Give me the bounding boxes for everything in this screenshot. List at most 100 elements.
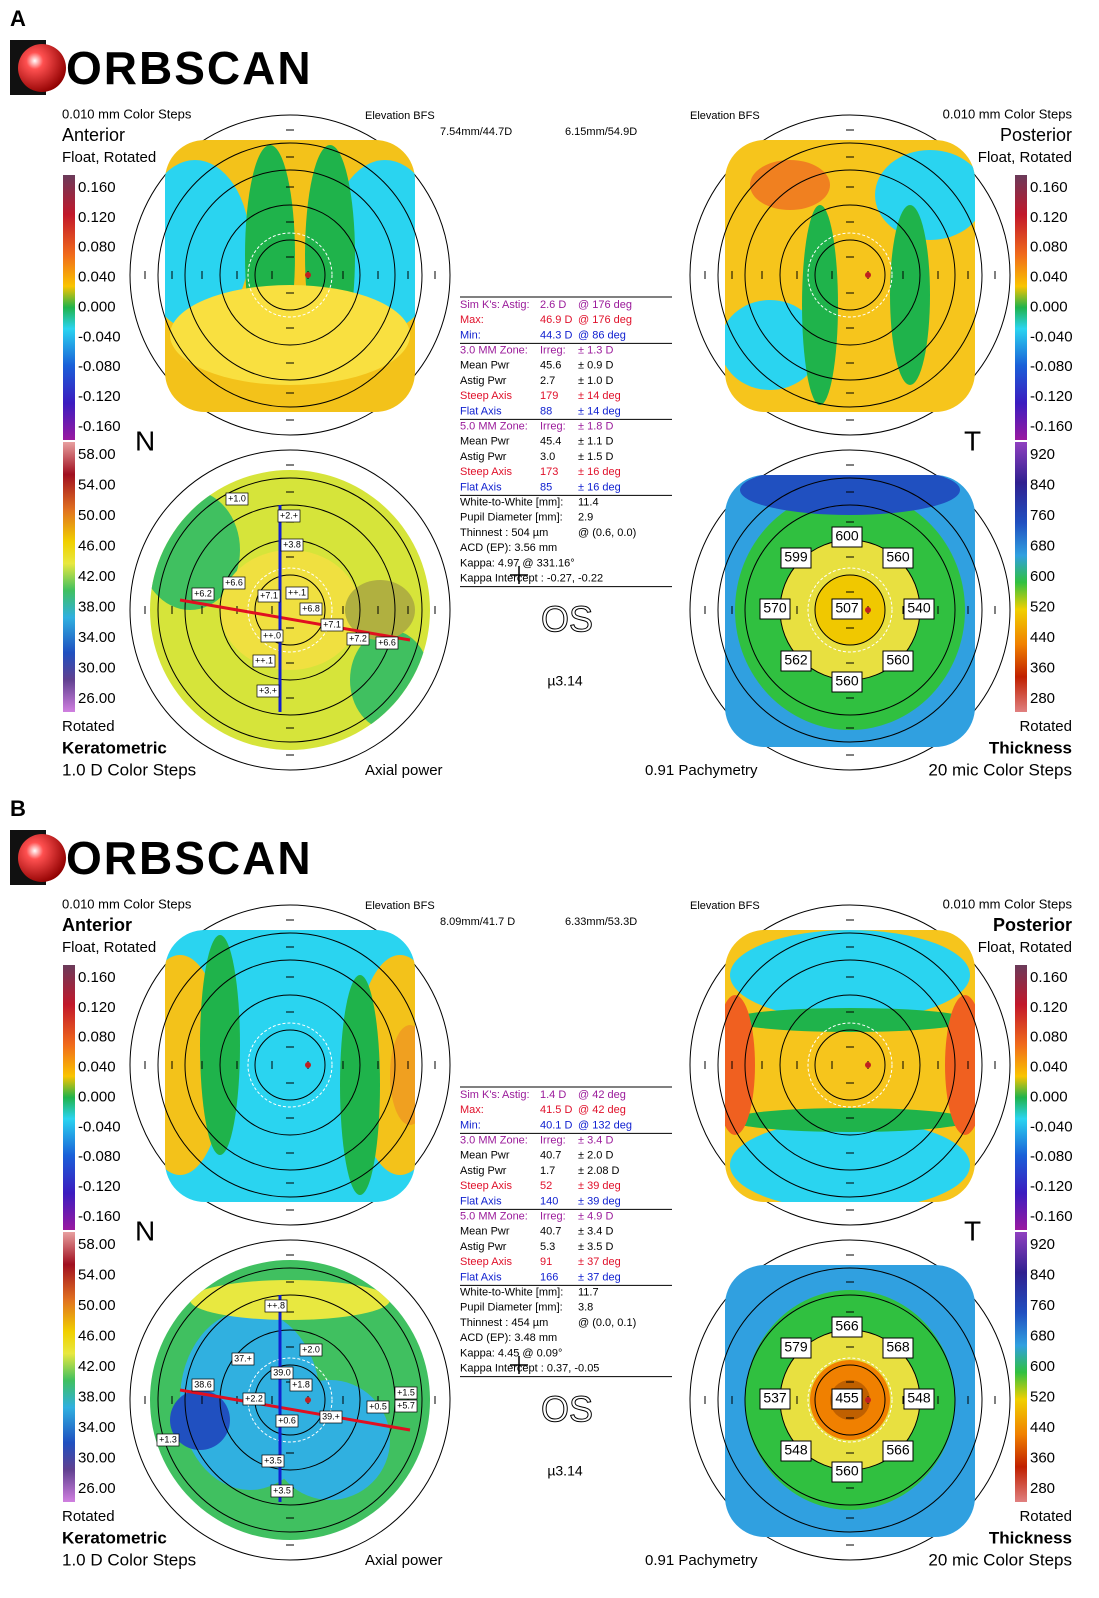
kerato-label: +6.2	[194, 588, 212, 598]
info-cell: Kappa: 4.45 @ 0.09°	[460, 1347, 562, 1359]
info-cell: ± 1.8 D	[578, 421, 613, 433]
color-scale-label: 0.120	[78, 999, 116, 1016]
thickness-value: 507	[835, 600, 859, 616]
info-cell: Flat Axis	[460, 481, 502, 493]
info-cell: @ 86 deg	[578, 329, 626, 341]
logo-text: ORBSCAN	[66, 832, 313, 884]
map-ring	[184, 169, 396, 381]
thickness-box	[831, 671, 863, 693]
elevation-bfs: Elevation BFS	[690, 900, 760, 912]
thickness-box	[903, 1388, 935, 1410]
color-scale-label: 50.00	[78, 1297, 116, 1314]
map-ring	[254, 239, 326, 311]
kerato-label-box	[299, 602, 323, 616]
thickness-value: 600	[835, 528, 859, 544]
kerato-label: +2.+	[280, 510, 298, 520]
map-ring	[219, 994, 361, 1136]
info-cell: Sim K's:	[460, 299, 500, 311]
info-cell: @ 176 deg	[578, 299, 632, 311]
info-cell: 11.7	[578, 1287, 599, 1299]
info-cell: 5.3	[540, 1241, 555, 1253]
map-ring	[744, 959, 956, 1171]
color-scale-label: 34.00	[78, 629, 116, 646]
color-scale-label: 38.00	[78, 1388, 116, 1405]
float-rotated: Float, Rotated	[62, 149, 156, 166]
info-cell: ± 3.5 D	[578, 1241, 613, 1253]
map-ring	[744, 169, 956, 381]
map-region	[220, 550, 360, 670]
map-ring	[744, 1294, 956, 1506]
elevation-bfs: Elevation BFS	[365, 900, 435, 912]
kerato-label-box	[242, 1392, 266, 1406]
thickness-box	[882, 1337, 914, 1359]
pupil-ring	[807, 567, 893, 653]
info-cell: ± 4.9 D	[578, 1211, 613, 1223]
kerato-label: 39.0	[273, 1367, 291, 1377]
color-scale-label: 46.00	[78, 1327, 116, 1344]
info-cell: @ (0.0, 0.1)	[578, 1317, 636, 1329]
color-scale-label: 0.160	[78, 969, 116, 986]
map-outer-ring	[129, 904, 451, 1226]
kerato-label: +6.6	[225, 577, 243, 587]
color-scale-label: 0.080	[78, 1029, 116, 1046]
pachymetry: 0.91 Pachymetry	[645, 762, 758, 779]
kerato-label: +0.6	[278, 1415, 296, 1425]
center-dot	[865, 1062, 871, 1068]
color-scale-label: 0.120	[1030, 999, 1068, 1016]
map-region	[750, 160, 830, 210]
eye-label: OS	[541, 599, 593, 640]
color-scale-label: -0.040	[1030, 1118, 1073, 1135]
info-cell: Pupil Diameter [mm]:	[460, 1302, 563, 1314]
color-scale-label: -0.040	[1030, 328, 1073, 345]
kerato-label-box	[222, 576, 246, 590]
info-cell: ACD (EP): 3.48 mm	[460, 1332, 557, 1344]
info-cell: 3.0 MM Zone:	[460, 345, 528, 357]
color-scale-label: 360	[1030, 1449, 1055, 1466]
info-cell: 40.7	[540, 1150, 561, 1162]
thickness-value: 548	[784, 1442, 808, 1458]
color-scale-label: -0.160	[78, 1208, 121, 1225]
kerato-label: 37.+	[234, 1353, 252, 1363]
pupil-ring	[807, 1022, 893, 1108]
info-cell: 44.3 D	[540, 329, 572, 341]
info-cell: Sim K's:	[460, 1089, 500, 1101]
color-scale-bar	[1015, 965, 1027, 1230]
color-scale-label: 920	[1030, 1236, 1055, 1253]
info-cell: ± 3.4 D	[578, 1135, 613, 1147]
logo-ball	[18, 44, 66, 92]
info-cell: 2.7	[540, 375, 555, 387]
color-scale-bar	[1015, 175, 1027, 440]
info-cell: 88	[540, 405, 552, 417]
color-scale-label: 0.000	[1030, 298, 1068, 315]
color-scale-label: 760	[1030, 507, 1055, 524]
color-scale-label: 26.00	[78, 690, 116, 707]
bfs-anterior: 7.54mm/44.7D	[440, 126, 512, 138]
info-cell: @ (0.6, 0.0)	[578, 527, 636, 539]
map-region	[890, 205, 930, 385]
center-dot	[305, 1397, 311, 1403]
thickness-value: 568	[886, 1339, 910, 1355]
color-scale-label: 58.00	[78, 446, 116, 463]
color-scale-label: 0.120	[1030, 209, 1068, 226]
map-ring	[717, 932, 983, 1198]
color-scale-label: 440	[1030, 629, 1055, 646]
kerato-label-box	[191, 587, 215, 601]
color-scale-label: 0.000	[1030, 1088, 1068, 1105]
map-ring	[157, 477, 423, 743]
logo-text: ORBSCAN	[66, 42, 313, 94]
map-outer-ring	[129, 1239, 451, 1561]
kerato-label-box	[252, 654, 276, 668]
color-scale-label: 600	[1030, 568, 1055, 585]
color-scale-label: 0.160	[1030, 969, 1068, 986]
color-scale-label: 280	[1030, 690, 1055, 707]
color-map	[150, 470, 430, 750]
color-scale-label: 0.120	[78, 209, 116, 226]
color-scale-label: 600	[1030, 1358, 1055, 1375]
color-scale-label: 0.080	[1030, 1029, 1068, 1046]
steep-axis-line	[179, 1388, 411, 1432]
color-scale-label: 0.040	[78, 1059, 116, 1076]
thickness-box	[831, 1316, 863, 1338]
thickness-value: 537	[763, 1390, 787, 1406]
color-scale-label: 30.00	[78, 1449, 116, 1466]
color-scale-label: 440	[1030, 1419, 1055, 1436]
